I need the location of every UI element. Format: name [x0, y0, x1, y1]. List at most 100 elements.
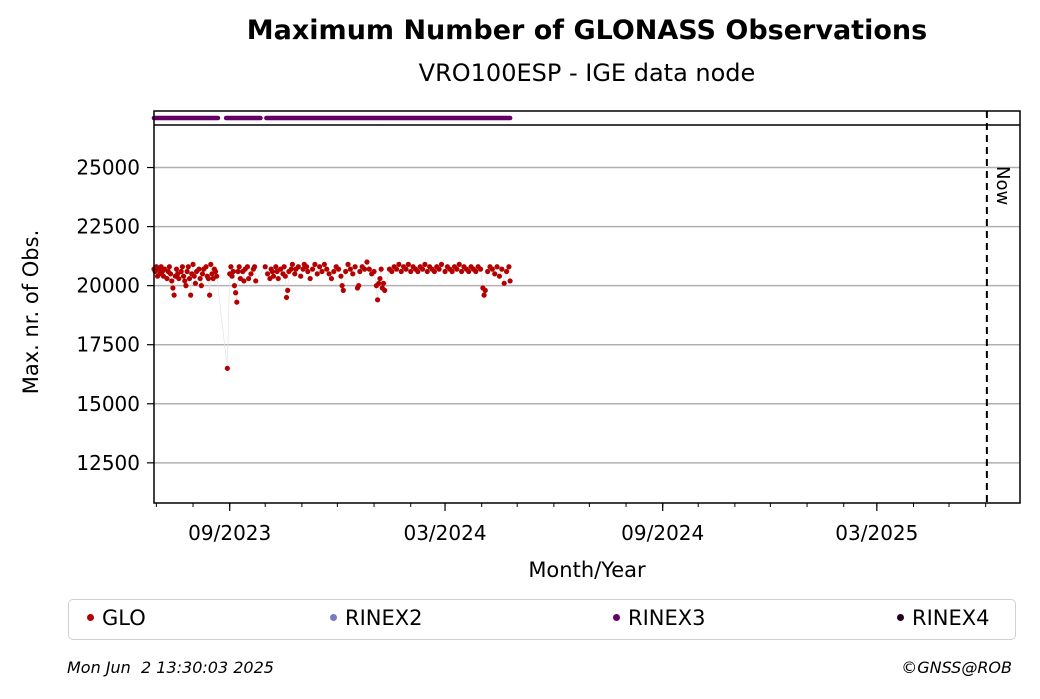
glo-point [343, 268, 349, 275]
glo-point [233, 290, 239, 296]
y-tick-label: 25000 [76, 156, 140, 180]
glo-point [169, 278, 175, 284]
glo-point [356, 283, 362, 289]
glo-point [289, 261, 296, 267]
glo-point [331, 268, 337, 275]
glo-point [339, 283, 345, 289]
legend-item-glo: GLO [87, 606, 146, 630]
glo-point [442, 268, 448, 275]
glo-point [324, 266, 330, 272]
glo-point [501, 280, 507, 286]
glo-point [449, 268, 455, 275]
glo-point [253, 278, 259, 284]
glo-point [361, 266, 368, 272]
glo-point [191, 273, 197, 279]
glo-point [393, 266, 400, 272]
y-tick-label: 15000 [76, 392, 140, 416]
glo-point [183, 283, 189, 289]
glo-point [235, 268, 241, 275]
glo-point [352, 264, 358, 270]
glo-point [424, 268, 430, 275]
glo-point [224, 365, 230, 371]
glo-point [328, 275, 335, 282]
glo-point [312, 261, 318, 267]
glo-point [507, 278, 513, 284]
glo-point [340, 287, 346, 293]
glo-point [485, 268, 491, 275]
footer-timestamp: Mon Jun 2 13:30:03 2025 [67, 658, 274, 677]
glo-point [197, 275, 203, 282]
glo-point [481, 292, 487, 298]
glo-point [275, 275, 281, 282]
glo-point [203, 264, 209, 270]
legend-marker-rinex4 [897, 613, 904, 621]
x-axis-label: Month/Year [528, 558, 646, 582]
glo-point [499, 266, 505, 272]
legend-item-rinex2: RINEX2 [330, 606, 423, 630]
plot-frame [153, 110, 1021, 504]
glo-point [350, 271, 356, 277]
glo-point [231, 283, 238, 289]
glo-point [264, 271, 271, 277]
rinex3-point [258, 115, 263, 121]
glo-point [389, 268, 395, 275]
y-tick-label: 12500 [76, 451, 140, 475]
glo-point [234, 299, 240, 305]
glo-point [178, 268, 184, 275]
glo-point [214, 273, 220, 279]
glo-point [496, 273, 503, 279]
glo-point [198, 283, 204, 289]
glo-point [179, 264, 185, 270]
glo-point [398, 268, 404, 275]
rinex3-point [507, 115, 513, 121]
glo-point [207, 292, 213, 298]
glo-point [176, 275, 182, 282]
glo-point [166, 264, 172, 270]
glo-point [262, 264, 268, 270]
glo-point [382, 287, 388, 293]
glo-point [304, 264, 310, 270]
glo-point [503, 268, 510, 275]
legend-marker-rinex3 [613, 613, 620, 621]
glo-point [199, 271, 206, 277]
glo-point [371, 268, 377, 275]
glo-point [357, 268, 363, 275]
glo-point [298, 273, 304, 279]
glo-point [180, 273, 187, 279]
glo-point [186, 275, 193, 282]
x-tick-label: 03/2024 [403, 521, 486, 545]
glo-point [405, 261, 411, 267]
footer-credit: ©GNSS@ROB [901, 658, 1012, 677]
glo-point [408, 268, 414, 275]
glo-point [273, 264, 279, 270]
legend-marker-glo [87, 613, 94, 621]
glo-point [244, 264, 251, 270]
glo-point [241, 278, 247, 284]
glo-point [456, 261, 462, 267]
rinex3-point [215, 115, 221, 121]
glo-point [436, 266, 442, 272]
legend: GLO RINEX2 RINEX3 RINEX4 [68, 599, 1016, 640]
legend-label-glo: GLO [102, 606, 146, 630]
x-tick-label: 03/2025 [835, 521, 918, 545]
y-tick-label: 22500 [76, 215, 140, 239]
glo-point [492, 271, 498, 277]
glo-point [190, 261, 196, 267]
glo-point [377, 275, 383, 282]
glo-point [229, 273, 235, 279]
glo-point [230, 268, 236, 275]
glo-point [314, 271, 320, 277]
glo-point [473, 268, 479, 275]
x-tick-label: 09/2024 [621, 521, 704, 545]
glo-point [184, 268, 190, 275]
legend-label-rinex4: RINEX4 [912, 606, 990, 630]
legend-item-rinex4: RINEX4 [897, 606, 990, 630]
glo-point [185, 264, 191, 270]
glo-point [288, 266, 294, 272]
glo-point [170, 285, 176, 291]
glo-point [171, 292, 177, 298]
glo-point [396, 261, 402, 267]
glo-point [228, 264, 234, 270]
glo-point [173, 266, 180, 272]
